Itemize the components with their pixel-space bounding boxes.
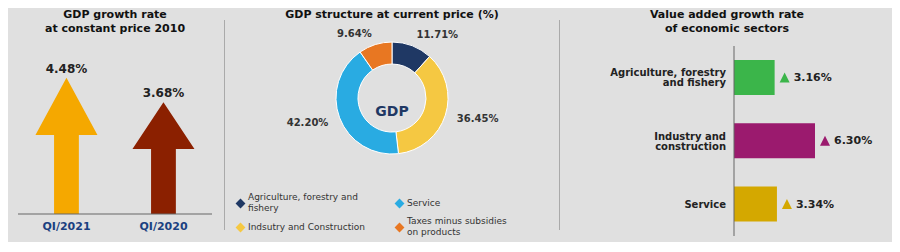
svg-text:9.64%: 9.64% <box>337 28 372 39</box>
svg-text:3.34%: 3.34% <box>796 198 834 211</box>
html-text:Indsutry and Construction: Indsutry and Construction <box>248 221 365 232</box>
svg-text:3.68%: 3.68% <box>143 86 185 100</box>
svg-text:3.16%: 3.16% <box>794 71 832 84</box>
html-text:Agriculture, forestry and fish: Agriculture, forestry and fishery <box>248 192 358 213</box>
html-text:Value added growth rate: Value added growth rate <box>650 8 804 21</box>
svg-text:6.30%: 6.30% <box>834 134 872 147</box>
svg-text:36.45%: 36.45% <box>457 113 499 124</box>
html-text:GDP structure at current price: GDP structure at current price (%) <box>285 8 499 21</box>
svg-text:11.71%: 11.71% <box>416 29 458 40</box>
html-text:GDP growth rate: GDP growth rate <box>63 8 167 21</box>
html-text:of economic sectors: of economic sectors <box>665 22 789 35</box>
svg-text:Service: Service <box>684 199 726 210</box>
svg-text:QI/2020: QI/2020 <box>139 220 187 233</box>
html-text:Service: Service <box>407 197 441 208</box>
html-text:at constant price 2010: at constant price 2010 <box>45 22 185 35</box>
svg-text:Industry andconstruction: Industry andconstruction <box>654 131 726 152</box>
svg-text:4.48%: 4.48% <box>46 62 88 76</box>
svg-text:42.20%: 42.20% <box>287 117 329 128</box>
svg-text:Agriculture, forestryand fishe: Agriculture, forestryand fishery <box>610 67 726 88</box>
html-text:Taxes minus subsidies on produ: Taxes minus subsidies on products <box>407 216 507 237</box>
svg-text:GDP: GDP <box>375 103 408 119</box>
svg-text:QI/2021: QI/2021 <box>42 220 90 233</box>
